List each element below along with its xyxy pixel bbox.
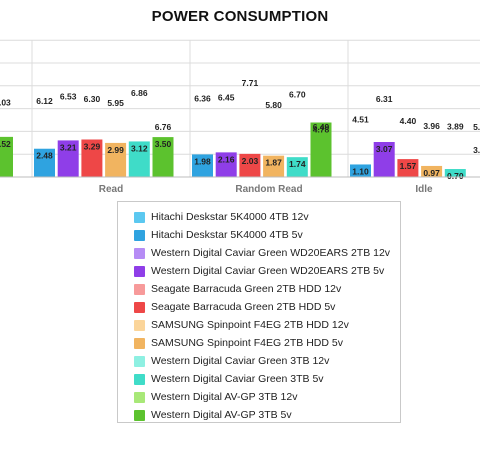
data-label: 0.97 [423, 168, 440, 178]
legend-item: Western Digital AV-GP 3TB 12v [118, 388, 400, 406]
legend-label: Western Digital Caviar Green 3TB 12v [151, 355, 330, 367]
legend-label: SAMSUNG Spinpoint F4EG 2TB HDD 5v [151, 337, 343, 349]
x-tick-label: Random Read [235, 184, 302, 195]
data-label: 6.76 [155, 122, 172, 132]
data-label: 0.70 [447, 171, 464, 181]
data-label: 6.36 [194, 93, 211, 103]
data-label: 6.86 [131, 88, 148, 98]
legend-item: Western Digital Caviar Green WD20EARS 2T… [118, 244, 400, 262]
legend-item: SAMSUNG Spinpoint F4EG 2TB HDD 5v [118, 334, 400, 352]
legend-swatch [134, 266, 145, 277]
data-label: 6.31 [376, 94, 393, 104]
legend-item: SAMSUNG Spinpoint F4EG 2TB HDD 12v [118, 316, 400, 334]
data-label: 3.29 [84, 141, 101, 151]
bar [350, 164, 371, 177]
data-label: 3.89 [447, 122, 464, 132]
data-label: 3.50 [155, 139, 172, 149]
data-label: 4.78 [313, 125, 330, 135]
x-tick-label: Idle [415, 184, 433, 195]
legend-swatch [134, 302, 145, 313]
data-label: 4.40 [400, 116, 417, 126]
data-label: 6.12 [36, 96, 53, 106]
legend-swatch [134, 248, 145, 259]
data-label: 6.45 [218, 92, 235, 102]
bar [192, 154, 213, 177]
data-label: 6.30 [84, 94, 101, 104]
data-label: 6.70 [289, 90, 306, 100]
legend-swatch [134, 356, 145, 367]
legend-label: Western Digital Caviar Green WD20EARS 2T… [151, 247, 391, 259]
bar [263, 155, 285, 177]
chart-legend: Hitachi Deskstar 5K4000 4TB 12v Hitachi D… [117, 201, 401, 423]
data-label: 1.57 [400, 161, 417, 171]
data-label: 6.03 [0, 97, 11, 107]
data-label: 1.10 [352, 166, 369, 176]
chart-title: POWER CONSUMPTION [151, 8, 329, 25]
bar [215, 152, 237, 177]
data-label: 5.80 [265, 100, 282, 110]
data-label: 2.99 [107, 145, 124, 155]
data-label: 6.49 [313, 122, 330, 132]
bar [444, 169, 466, 177]
data-label: 7.71 [242, 78, 259, 88]
legend-item: Hitachi Deskstar 5K4000 4TB 12v [118, 208, 400, 226]
legend-swatch [134, 392, 145, 403]
bar [0, 136, 13, 177]
data-label: 5.95 [107, 98, 124, 108]
bar [34, 148, 55, 177]
legend-swatch [134, 230, 145, 241]
legend-label: SAMSUNG Spinpoint F4EG 2TB HDD 12v [151, 319, 349, 331]
legend-label: Seagate Barracuda Green 2TB HDD 12v [151, 283, 342, 295]
data-label: 2.03 [242, 156, 259, 166]
data-label: 3.5 [473, 145, 480, 155]
bar [152, 137, 174, 177]
bar [81, 139, 103, 177]
data-label: 3.12 [131, 143, 148, 153]
legend-item: Western Digital Caviar Green 3TB 12v [118, 352, 400, 370]
bar [310, 122, 332, 177]
bar [397, 159, 419, 177]
data-label: 3.52 [0, 139, 11, 149]
bar [57, 140, 79, 177]
data-label: 3.96 [423, 121, 440, 131]
legend-swatch [134, 212, 145, 223]
data-label: 3.07 [376, 144, 393, 154]
data-label: 1.98 [194, 156, 211, 166]
legend-item: Seagate Barracuda Green 2TB HDD 12v [118, 280, 400, 298]
legend-item: Western Digital Caviar Green 3TB 5v [118, 370, 400, 388]
chart-plot: 6.03 3.52 6.12 2.48 6.53 3.21 6.30 3.29 5.95 2.99… [0, 39, 480, 195]
legend-swatch [134, 320, 145, 331]
bar [421, 165, 443, 177]
legend-item: Seagate Barracuda Green 2TB HDD 5v [118, 298, 400, 316]
legend-label: Hitachi Deskstar 5K4000 4TB 5v [151, 229, 303, 241]
legend-swatch [134, 374, 145, 385]
legend-item: Western Digital Caviar Green WD20EARS 2T… [118, 262, 400, 280]
data-label: 2.16 [218, 154, 235, 164]
data-label: 2.48 [36, 151, 53, 161]
legend-label: Western Digital Caviar Green WD20EARS 2T… [151, 265, 385, 277]
legend-swatch [134, 338, 145, 349]
legend-swatch [134, 284, 145, 295]
data-label: 4.51 [352, 115, 369, 125]
bar [286, 157, 308, 177]
data-label: 5.1 [473, 122, 480, 132]
x-tick-label: Read [99, 184, 123, 195]
legend-label: Seagate Barracuda Green 2TB HDD 5v [151, 301, 336, 313]
data-label: 1.74 [289, 159, 306, 169]
legend-label: Western Digital AV-GP 3TB 5v [151, 409, 292, 421]
legend-swatch [134, 410, 145, 421]
legend-label: Western Digital AV-GP 3TB 12v [151, 391, 298, 403]
data-label: 1.87 [265, 158, 282, 168]
bar [105, 142, 127, 177]
legend-label: Hitachi Deskstar 5K4000 4TB 12v [151, 211, 309, 223]
data-label: 6.53 [60, 92, 77, 102]
bar [373, 142, 395, 177]
bar [239, 153, 261, 177]
legend-label: Western Digital Caviar Green 3TB 5v [151, 373, 324, 385]
legend-item: Hitachi Deskstar 5K4000 4TB 5v [118, 226, 400, 244]
bar [128, 141, 150, 177]
data-label: 3.21 [60, 142, 77, 152]
legend-item: Western Digital AV-GP 3TB 5v [118, 406, 400, 424]
